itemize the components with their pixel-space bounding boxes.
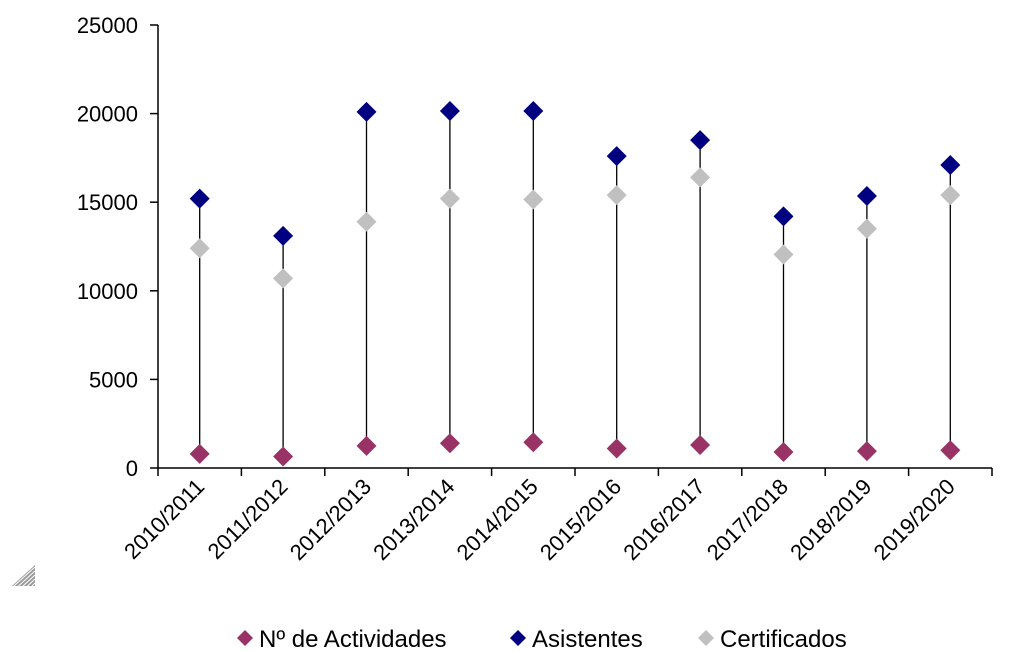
y-tick-label: 15000 [77, 190, 138, 215]
marker-asistentes [273, 225, 294, 246]
legend-marker [698, 630, 714, 646]
marker-asistentes [606, 146, 627, 167]
high-low-lines [199, 110, 951, 457]
marker-certificados [356, 211, 377, 232]
resize-grip-hatch [31, 582, 36, 587]
marker-asistentes [940, 154, 961, 175]
legend-label: Asistentes [532, 626, 643, 652]
marker-n-de-actividades [606, 438, 627, 459]
y-ticks: 0 5000 10000 15000 20000 25000 [77, 13, 158, 481]
legend-marker [237, 630, 253, 646]
y-tick-label: 0 [126, 456, 138, 481]
x-tick-label: 2016/2017 [618, 474, 709, 565]
resize-grip-hatch [13, 566, 36, 587]
marker-certificados [856, 218, 877, 239]
y-tick-label: 25000 [77, 13, 138, 38]
x-tick-label: 2013/2014 [368, 474, 459, 565]
marker-asistentes [773, 206, 794, 227]
resize-grip-hatch [18, 570, 36, 587]
marker-n-de-actividades [523, 432, 544, 453]
marker-certificados [606, 185, 627, 206]
marker-asistentes [523, 100, 544, 121]
data-markers [189, 100, 961, 467]
marker-n-de-actividades [690, 434, 711, 455]
marker-asistentes [439, 100, 460, 121]
x-tick-label: 2014/2015 [452, 474, 543, 565]
x-tick-label: 2012/2013 [285, 474, 376, 565]
marker-asistentes [856, 185, 877, 206]
x-ticks: 2010/20112011/20122012/20132013/20142014… [119, 468, 993, 565]
marker-certificados [690, 167, 711, 188]
resize-grip-icon[interactable] [12, 565, 36, 587]
x-tick-label: 2018/2019 [785, 474, 876, 565]
legend-marker [510, 630, 526, 646]
y-tick-label: 10000 [77, 279, 138, 304]
x-tick-label: 2010/2011 [119, 474, 209, 564]
marker-certificados [940, 185, 961, 206]
x-tick-label: 2011/2012 [203, 474, 293, 564]
legend-label: Certificados [720, 626, 847, 652]
legend-label: Nº de Actividades [259, 626, 447, 652]
marker-n-de-actividades [356, 435, 377, 456]
marker-asistentes [690, 130, 711, 151]
marker-n-de-actividades [773, 442, 794, 463]
y-tick-label: 20000 [77, 102, 138, 127]
marker-n-de-actividades [189, 443, 210, 464]
marker-asistentes [189, 188, 210, 209]
marker-n-de-actividades [856, 441, 877, 462]
marker-n-de-actividades [940, 440, 961, 461]
marker-certificados [523, 189, 544, 210]
marker-asistentes [356, 101, 377, 122]
marker-certificados [773, 244, 794, 265]
x-tick-label: 2017/2018 [702, 474, 793, 565]
marker-n-de-actividades [439, 433, 460, 454]
x-tick-label: 2015/2016 [535, 474, 626, 565]
marker-certificados [189, 238, 210, 259]
marker-n-de-actividades [273, 446, 294, 467]
resize-grip-hatch [22, 574, 36, 587]
x-tick-label: 2019/2020 [869, 474, 960, 565]
marker-certificados [439, 188, 460, 209]
y-tick-label: 5000 [89, 367, 138, 392]
marker-certificados [273, 268, 294, 289]
resize-grip-hatch [27, 578, 36, 587]
legend: Nº de Actividades Asistentes Certificados [237, 626, 847, 652]
